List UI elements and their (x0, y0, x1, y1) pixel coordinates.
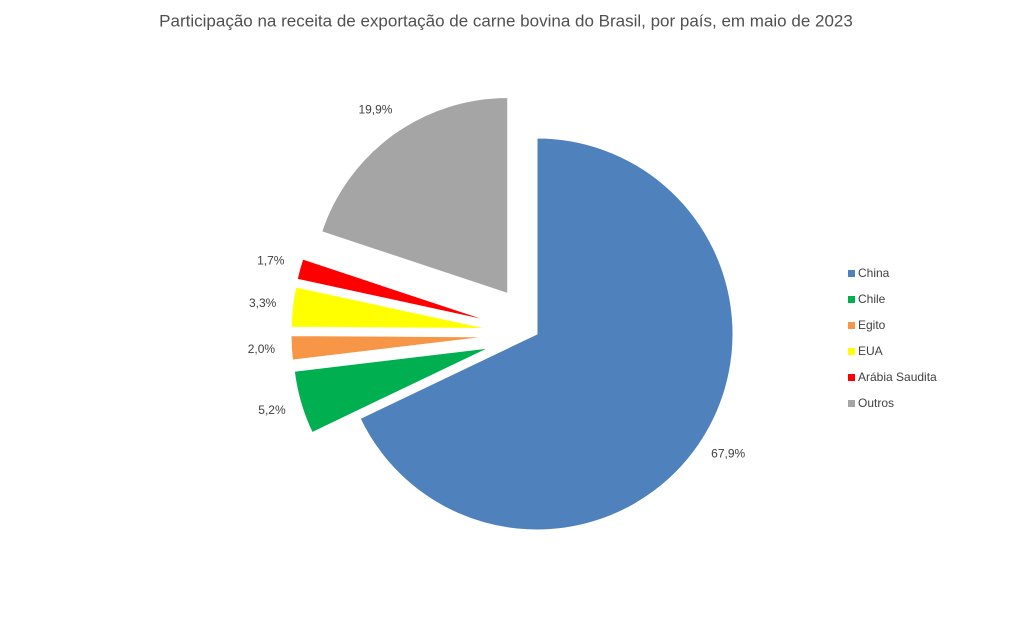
legend-swatch (848, 322, 855, 329)
legend-label: Outros (858, 396, 894, 410)
legend-label: Chile (858, 292, 886, 306)
legend-label: EUA (858, 344, 883, 358)
data-label: 19,9% (358, 102, 392, 116)
data-label: 1,7% (257, 253, 285, 267)
pie-slice (290, 335, 488, 361)
legend-swatch (848, 400, 855, 407)
data-label: 5,2% (258, 403, 286, 417)
legend-label: Egito (858, 318, 886, 332)
pie-slice (359, 137, 734, 531)
pie-slice (290, 286, 488, 330)
legend-label: China (858, 266, 890, 280)
data-label: 67,9% (711, 447, 745, 461)
data-label: 3,3% (249, 296, 277, 310)
legend-swatch (848, 296, 855, 303)
legend-label: Arábia Saudita (858, 370, 937, 384)
data-label: 2,0% (248, 342, 276, 356)
legend-swatch (848, 348, 855, 355)
chart-title: Participação na receita de exportação de… (159, 11, 853, 30)
pie-slice (296, 258, 489, 322)
pie-slice (321, 96, 509, 295)
legend-swatch (848, 270, 855, 277)
pie-slice (293, 347, 490, 434)
legend-swatch (848, 374, 855, 381)
